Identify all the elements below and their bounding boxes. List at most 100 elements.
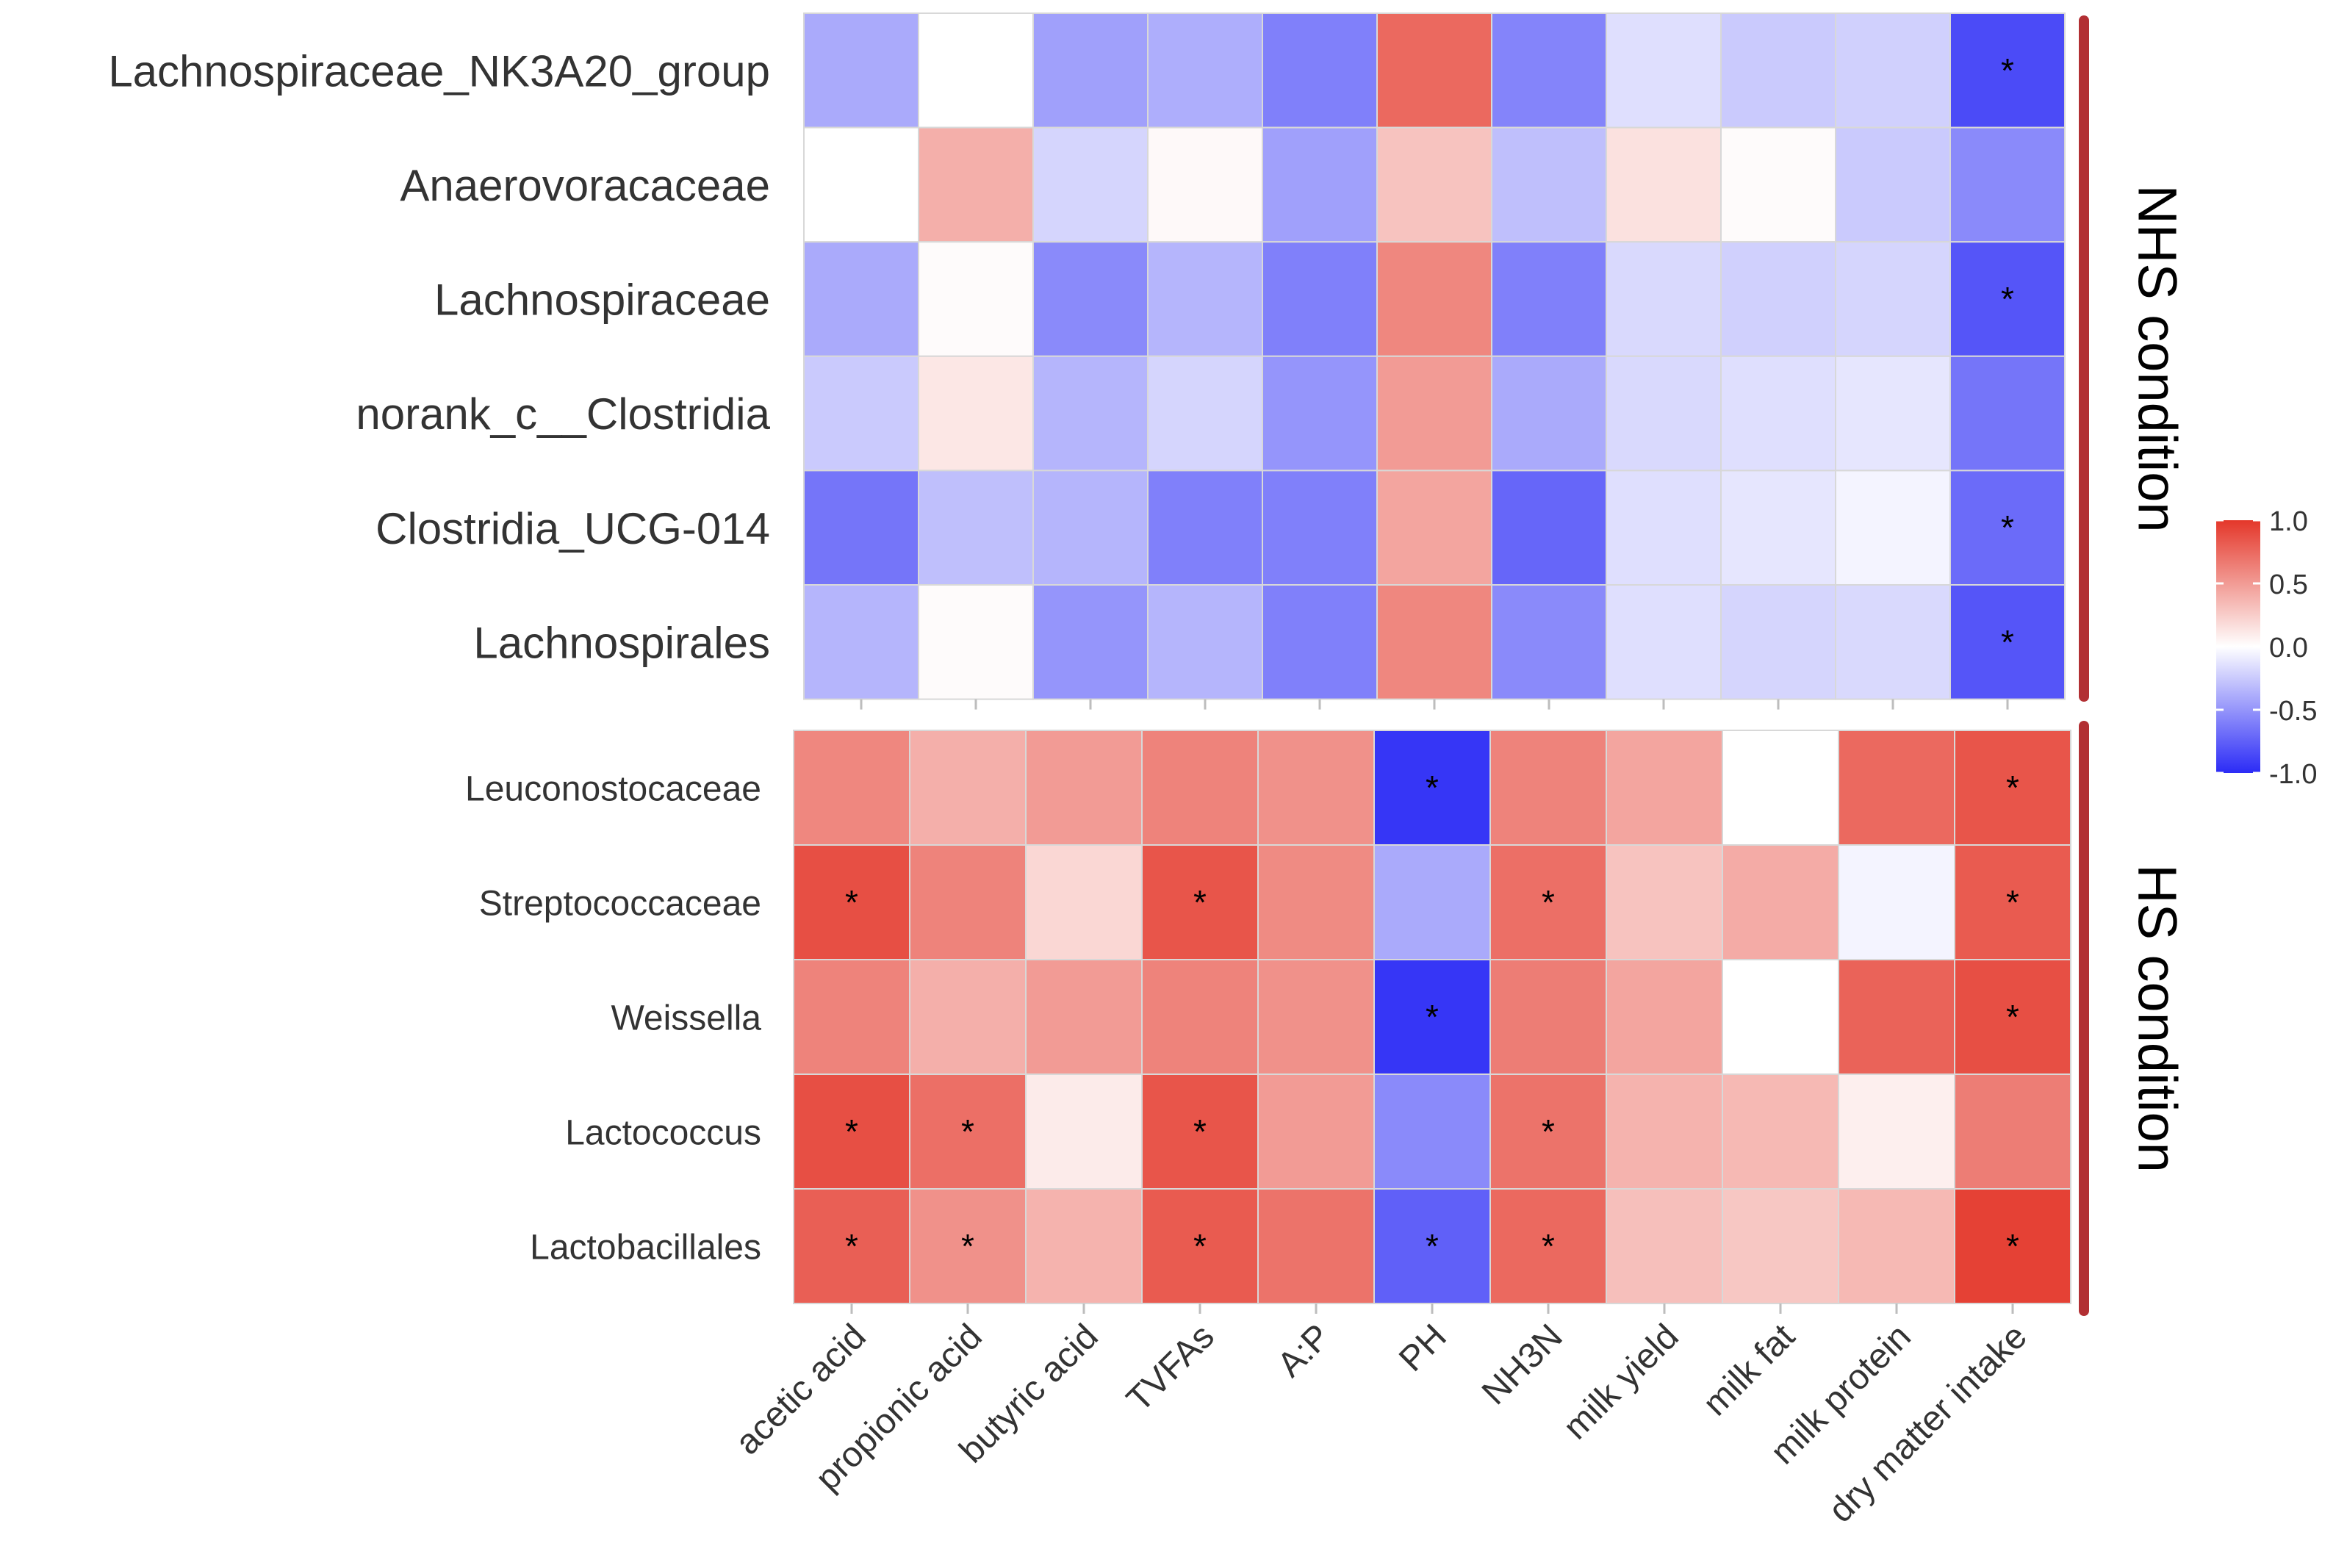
nhs-cell-r2-c5 <box>1376 241 1492 357</box>
nhs-cell-r1-c2 <box>1032 126 1149 243</box>
nhs-row-label: norank_c__Clostridia <box>356 389 770 439</box>
hs-cell-r4-c6 <box>1489 1188 1607 1304</box>
nhs-cell-r2-c10 <box>1949 241 2066 357</box>
nhs-cell-r0-c9 <box>1835 12 1951 129</box>
nhs-cell-r3-c6 <box>1491 355 1607 472</box>
nhs-cell-r3-c5 <box>1376 355 1492 472</box>
hs-significance-mark: * <box>961 1112 974 1151</box>
hs-cell-r4-c7 <box>1606 1188 1723 1304</box>
x-axis-label: NH3N <box>1475 1317 1570 1412</box>
nhs-cell-r5-c3 <box>1147 584 1263 700</box>
legend-tick-label: 0.5 <box>2269 569 2308 600</box>
nhs-row-label: Lachnospirales <box>473 618 770 667</box>
hs-cell-r4-c9 <box>1838 1188 1955 1304</box>
nhs-cell-r3-c3 <box>1147 355 1263 472</box>
nhs-cell-r1-c1 <box>918 126 1034 243</box>
nhs-cell-r1-c6 <box>1491 126 1607 243</box>
nhs-cell-r3-c7 <box>1606 355 1722 472</box>
nhs-row-label: Anaerovoracaceae <box>400 161 770 210</box>
nhs-significance-mark: * <box>2001 280 2014 318</box>
nhs-cell-r1-c5 <box>1376 126 1492 243</box>
hs-cell-r3-c3 <box>1141 1073 1259 1190</box>
x-axis-label: A:P <box>1270 1317 1338 1384</box>
hs-cell-r3-c5 <box>1373 1073 1491 1190</box>
nhs-cell-r2-c2 <box>1032 241 1149 357</box>
nhs-cell-r4-c5 <box>1376 470 1492 586</box>
hs-significance-mark: * <box>1426 769 1439 807</box>
nhs-cell-r0-c4 <box>1262 12 1378 129</box>
hs-significance-mark: * <box>2006 769 2019 807</box>
hs-cell-r0-c7 <box>1606 730 1723 846</box>
hs-significance-mark: * <box>2006 998 2019 1036</box>
nhs-cell-r4-c0 <box>803 470 919 586</box>
x-axis-label: PH <box>1392 1317 1454 1379</box>
hs-cell-r1-c7 <box>1606 844 1723 960</box>
nhs-cell-r2-c1 <box>918 241 1034 357</box>
nhs-cell-r2-c4 <box>1262 241 1378 357</box>
hs-cell-r2-c2 <box>1025 959 1143 1075</box>
nhs-cell-r4-c6 <box>1491 470 1607 586</box>
nhs-significance-mark: * <box>2001 508 2014 547</box>
hs-cell-r3-c7 <box>1606 1073 1723 1190</box>
hs-condition-label: HS condition <box>2127 864 2188 1173</box>
nhs-cell-r2-c7 <box>1606 241 1722 357</box>
hs-significance-mark: * <box>2006 1227 2019 1265</box>
hs-row-label: Leuconostocaceae <box>465 769 761 808</box>
hs-cell-r0-c8 <box>1722 730 1839 846</box>
nhs-cell-r5-c4 <box>1262 584 1378 700</box>
nhs-cell-r1-c7 <box>1606 126 1722 243</box>
hs-row-label: Lactococcus <box>565 1113 761 1152</box>
hs-cell-r0-c0 <box>793 730 910 846</box>
hs-significance-mark: * <box>1542 1227 1555 1265</box>
hs-significance-mark: * <box>1193 1227 1207 1265</box>
hs-row-label: Weissella <box>611 999 761 1037</box>
nhs-cell-r4-c9 <box>1835 470 1951 586</box>
nhs-cell-r1-c8 <box>1720 126 1836 243</box>
legend-tick-label: -1.0 <box>2269 759 2317 790</box>
hs-cell-r4-c4 <box>1257 1188 1375 1304</box>
nhs-cell-r4-c2 <box>1032 470 1149 586</box>
x-axis-label: milk yield <box>1556 1317 1686 1447</box>
hs-cell-r2-c7 <box>1606 959 1723 1075</box>
hs-cell-r4-c8 <box>1722 1188 1839 1304</box>
nhs-cell-r5-c5 <box>1376 584 1492 700</box>
nhs-cell-r1-c4 <box>1262 126 1378 243</box>
x-axis-label: TVFAs <box>1119 1317 1221 1419</box>
hs-cell-r4-c5 <box>1373 1188 1491 1304</box>
hs-cell-r3-c2 <box>1025 1073 1143 1190</box>
hs-cell-r1-c5 <box>1373 844 1491 960</box>
nhs-cell-r3-c0 <box>803 355 919 472</box>
hs-significance-mark: * <box>845 1112 858 1151</box>
nhs-cell-r4-c7 <box>1606 470 1722 586</box>
nhs-cell-r5-c1 <box>918 584 1034 700</box>
hs-significance-mark: * <box>2006 883 2019 921</box>
nhs-significance-mark: * <box>2001 623 2014 661</box>
nhs-cell-r3-c10 <box>1949 355 2066 472</box>
hs-significance-mark: * <box>1426 1227 1439 1265</box>
hs-cell-r1-c1 <box>909 844 1027 960</box>
x-axis-label: milk fat <box>1696 1317 1803 1423</box>
nhs-cell-r0-c0 <box>803 12 919 129</box>
nhs-cell-r0-c10 <box>1949 12 2066 129</box>
hs-significance-mark: * <box>1426 998 1439 1036</box>
hs-cell-r1-c6 <box>1489 844 1607 960</box>
hs-cell-r1-c4 <box>1257 844 1375 960</box>
hs-cell-r2-c5 <box>1373 959 1491 1075</box>
hs-cell-r4-c3 <box>1141 1188 1259 1304</box>
hs-cell-r2-c8 <box>1722 959 1839 1075</box>
hs-significance-mark: * <box>961 1227 974 1265</box>
nhs-cell-r2-c6 <box>1491 241 1607 357</box>
nhs-cell-r2-c8 <box>1720 241 1836 357</box>
hs-heatmap-panel: * * * * * * * * * * * * * * * * * * Leuconostocaceae Strept… <box>465 730 2071 1531</box>
hs-cell-r2-c9 <box>1838 959 1955 1075</box>
nhs-cell-r5-c7 <box>1606 584 1722 700</box>
nhs-cell-r3-c2 <box>1032 355 1149 472</box>
nhs-cell-r0-c8 <box>1720 12 1836 129</box>
hs-row-label: Streptococcaceae <box>479 884 761 923</box>
hs-cell-r2-c4 <box>1257 959 1375 1075</box>
hs-cell-r1-c2 <box>1025 844 1143 960</box>
nhs-cell-r2-c9 <box>1835 241 1951 357</box>
nhs-cell-r5-c6 <box>1491 584 1607 700</box>
nhs-cell-r1-c9 <box>1835 126 1951 243</box>
